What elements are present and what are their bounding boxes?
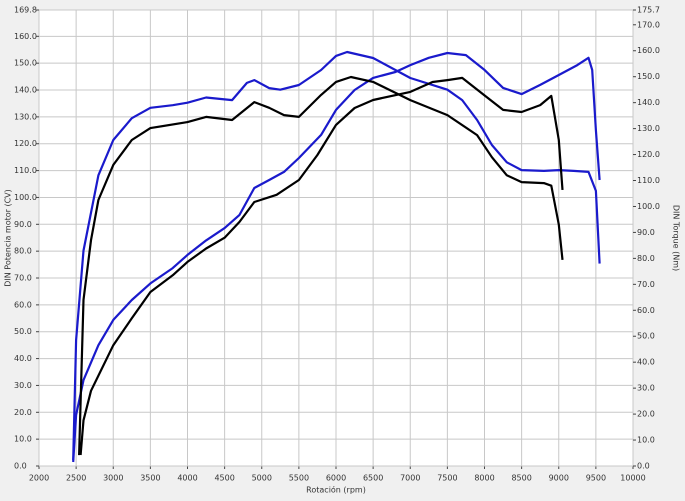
y2-tick-label: 40.0: [637, 358, 655, 367]
y-tick-label: 150.0: [14, 59, 37, 68]
y2-tick-label: 120.0: [637, 150, 660, 159]
y2-tick-label: 140.0: [637, 98, 660, 107]
series-line: [72, 50, 601, 461]
y-tick-label: 50.0: [14, 327, 32, 336]
y-tick-label: 40.0: [14, 354, 32, 363]
y2-tick-label: 150.0: [637, 72, 660, 81]
y2-tick-label: 80.0: [637, 254, 655, 263]
y2-tick-label: 30.0: [637, 384, 655, 393]
y-axis-label: DIN Potencia motor (CV): [4, 189, 13, 287]
y-tick-label: 30.0: [14, 381, 32, 390]
y2-tick-label: 20.0: [637, 410, 655, 419]
y-tick-label: 0.0: [14, 462, 27, 471]
x-tick-label: 5000: [252, 474, 272, 483]
y-tick-label: 140.0: [14, 86, 37, 95]
y2-tick-label: 90.0: [637, 228, 655, 237]
x-tick-label: 3500: [140, 474, 160, 483]
x-tick-label: 8500: [511, 474, 531, 483]
y2-tick-label: 70.0: [637, 280, 655, 289]
x-tick-label: 10000: [620, 474, 645, 483]
y2-tick-label: 10.0: [637, 436, 655, 445]
y-tick-label: 120.0: [14, 139, 37, 148]
x-tick-label: 9500: [586, 474, 606, 483]
y2-tick-label: 160.0: [637, 46, 660, 55]
y-tick-label: 100.0: [14, 193, 37, 202]
x-tick-label: 4500: [214, 474, 234, 483]
y-tick-label: 70.0: [14, 274, 32, 283]
y2-tick-label: 0.0: [637, 462, 650, 471]
y-tick-label: 160.0: [14, 32, 37, 41]
x-tick-label: 9000: [549, 474, 569, 483]
y-tick-label: 130.0: [14, 112, 37, 121]
x-tick-label: 7500: [437, 474, 457, 483]
y2-tick-label: 60.0: [637, 306, 655, 315]
x-axis-label: Rotación (rpm): [306, 485, 366, 495]
y-tick-label: 90.0: [14, 220, 32, 229]
y2-tick-label: 110.0: [637, 176, 660, 185]
y-tick-label: 20.0: [14, 408, 32, 417]
y-tick-label: 80.0: [14, 247, 32, 256]
y2-tick-label: 170.0: [637, 20, 660, 29]
y-tick-label: 60.0: [14, 300, 32, 309]
x-tick-label: 3000: [103, 474, 123, 483]
y2-tick-label: 50.0: [637, 332, 655, 341]
series-line: [79, 76, 564, 456]
series-line: [72, 51, 601, 463]
y-tick-label: 10.0: [14, 435, 32, 444]
x-tick-label: 4000: [177, 474, 197, 483]
x-tick-label: 2000: [29, 474, 49, 483]
y2-tick-label: 130.0: [637, 124, 660, 133]
series-line: [78, 75, 564, 456]
y-tick-label: 169.8: [14, 6, 37, 15]
x-tick-label: 5500: [289, 474, 309, 483]
y-tick-label: 110.0: [14, 166, 37, 175]
x-tick-label: 6000: [326, 474, 346, 483]
y2-tick-label: 100.0: [637, 202, 660, 211]
y2-axis-label: DIN Torque (Nm): [672, 205, 681, 271]
x-tick-label: 6500: [363, 474, 383, 483]
x-tick-label: 8000: [474, 474, 494, 483]
x-tick-label: 2500: [66, 474, 86, 483]
y2-tick-label: 175.7: [637, 6, 660, 15]
x-tick-label: 7000: [400, 474, 420, 483]
